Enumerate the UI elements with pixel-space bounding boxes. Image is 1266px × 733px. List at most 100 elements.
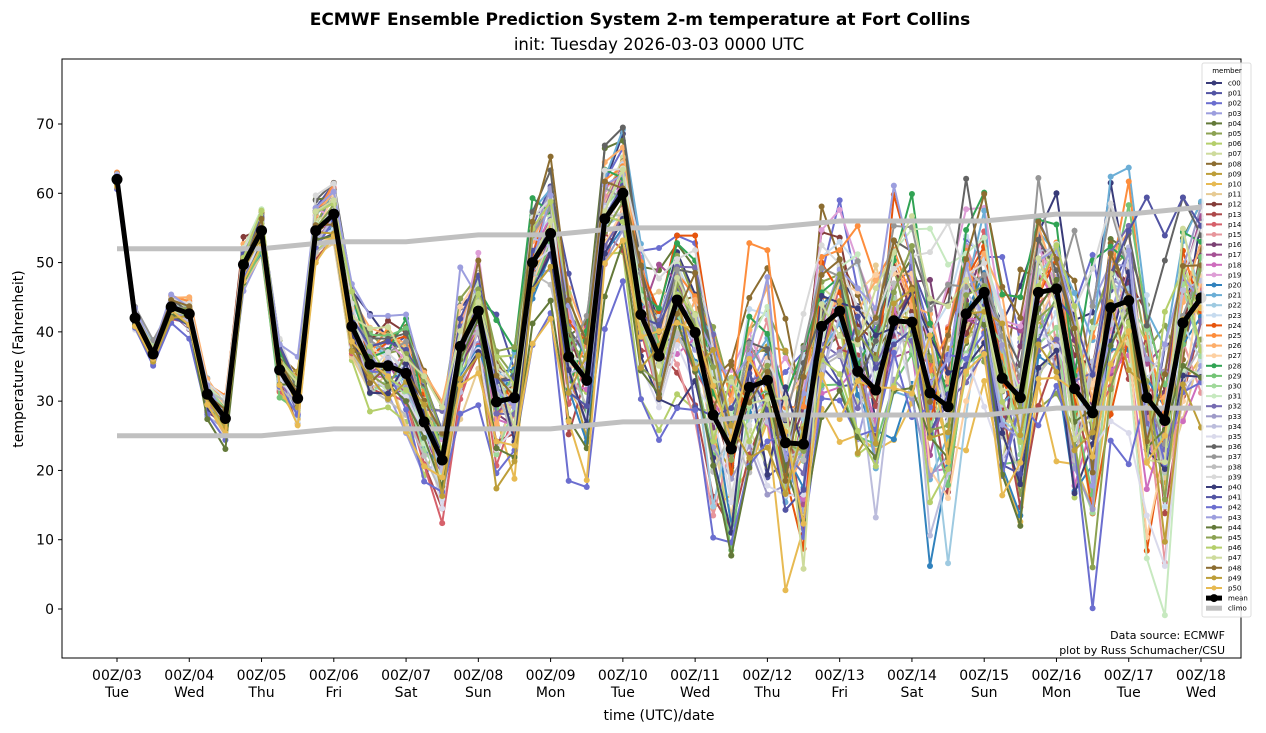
member-point [674,240,681,247]
member-point [457,315,464,322]
member-point [547,153,554,160]
legend-marker [1211,413,1217,419]
member-point [1125,164,1132,171]
member-point [385,390,391,397]
y-tick-label: 0 [45,602,54,618]
member-point [927,295,933,302]
x-tick-label: 00Z/07 [381,668,431,684]
member-point [981,351,988,358]
legend-marker [1211,120,1217,126]
legend-entry-p10: p10 [1206,181,1241,189]
member-point [1125,430,1132,437]
member-point [168,296,175,303]
member-point [1035,255,1042,262]
member-point [872,440,879,447]
legend-box [1201,62,1252,618]
member-point [330,188,337,195]
member-point [421,434,428,441]
member-point [1017,481,1024,488]
legend-marker [1211,585,1217,591]
member-point [1161,432,1168,439]
member-point [1053,458,1060,465]
member-point [692,269,699,276]
y-tick-label: 40 [36,325,54,341]
member-point [403,338,410,345]
member-point [818,371,825,378]
mean-point [942,401,954,413]
member-point [656,288,662,295]
member-point [818,242,825,249]
x-tick-daylabel: Tue [610,685,635,701]
mean-point [545,227,557,239]
member-point [1053,221,1060,228]
legend-entry-p02: p02 [1206,100,1241,108]
mean-point [617,187,629,199]
member-point [601,142,608,149]
member-point [963,206,970,213]
x-tick-label: 00Z/16 [1031,668,1081,684]
member-point [1071,490,1078,497]
member-point [583,312,590,319]
member-point [1035,175,1042,182]
x-tick-daylabel: Thu [247,685,274,701]
member-point [836,352,843,359]
member-point [963,368,970,375]
member-point [475,290,482,297]
x-tick-daylabel: Sun [465,685,492,701]
member-point [1089,605,1096,612]
member-point [674,266,681,273]
member-point [547,315,554,322]
legend-entry-p28: p28 [1206,362,1241,370]
member-point [1071,303,1078,310]
member-point [637,245,644,252]
legend-label: p31 [1228,393,1241,401]
member-point [890,289,897,296]
member-point [908,213,915,220]
mean-point [834,305,846,317]
member-point [818,265,825,272]
member-point [674,342,681,349]
member-point [1017,432,1024,439]
member-point [1161,503,1168,510]
member-point [601,260,608,267]
legend-marker [1211,514,1217,520]
legend-label: p48 [1228,564,1241,572]
legend-entry-p21: p21 [1206,292,1241,300]
member-point [403,330,410,337]
member-point [746,370,753,377]
x-tick-label: 00Z/04 [164,668,214,684]
member-point [981,272,988,279]
member-point [204,401,211,408]
legend-marker [1211,302,1217,308]
member-point [728,422,735,429]
member-point [1089,324,1096,331]
legend-entry-p11: p11 [1206,191,1241,199]
member-point [565,431,572,438]
mean-point [418,416,430,428]
legend-entry-p03: p03 [1206,110,1241,118]
legend-label: p04 [1228,120,1242,128]
legend-marker [1211,322,1217,328]
member-point [836,371,843,378]
member-point [927,398,933,405]
member-point [800,495,807,502]
member-point [1161,341,1168,348]
legend-label: p18 [1228,261,1241,269]
member-point [945,303,952,310]
member-point [204,416,211,423]
data-source-annotation: Data source: ECMWF [1110,629,1225,642]
mean-point [707,409,719,421]
member-point [547,218,554,224]
legend-marker [1211,464,1217,470]
member-point [529,218,536,225]
member-point [1143,355,1150,362]
legend-label: p40 [1228,484,1241,492]
member-point [457,303,464,310]
member-point [981,207,988,214]
legend-label: p39 [1228,473,1241,481]
member-point [493,438,500,445]
member-point [493,421,500,428]
legend-label: climo [1228,605,1247,613]
legend-entry-p32: p32 [1206,403,1241,411]
member-point [908,190,915,197]
